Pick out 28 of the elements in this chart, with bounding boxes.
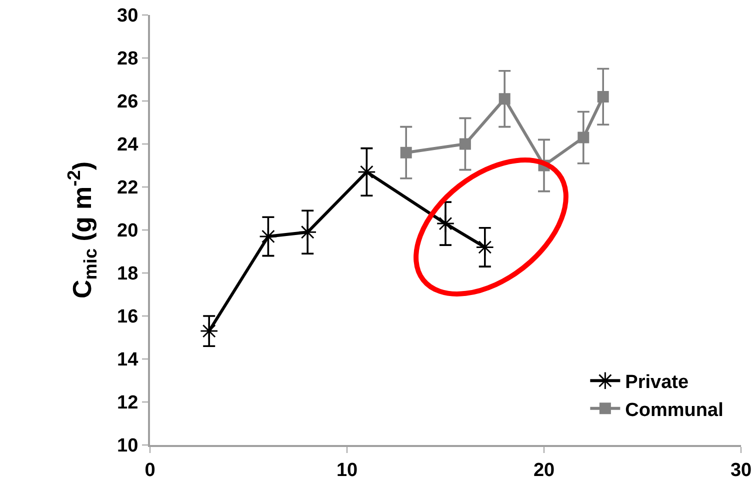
point xyxy=(200,322,218,340)
point xyxy=(498,93,510,105)
y-tick-label: 16 xyxy=(117,306,138,328)
y-tick-label: 22 xyxy=(117,178,138,199)
y-tick-label: 24 xyxy=(117,134,139,156)
legend-label: Communal xyxy=(625,400,724,421)
x-tick-label: 0 xyxy=(144,460,156,481)
x-tick-label: 30 xyxy=(730,460,752,481)
y-tick-label: 20 xyxy=(117,220,138,242)
y-tick-label: 26 xyxy=(117,92,138,113)
y-tick-label: 30 xyxy=(117,6,138,27)
x-tick-label: 20 xyxy=(533,460,555,481)
point xyxy=(298,223,317,242)
point xyxy=(400,146,412,158)
point xyxy=(459,138,471,150)
point xyxy=(476,238,494,256)
point xyxy=(597,90,609,102)
y-tick-label: 12 xyxy=(117,392,138,414)
point xyxy=(259,227,278,246)
legend-label: Private xyxy=(625,372,689,394)
x-tick-label: 10 xyxy=(336,460,358,481)
y-tick-label: 14 xyxy=(117,350,139,371)
point xyxy=(436,214,455,233)
y-tick-label: 28 xyxy=(117,48,138,70)
y-tick-label: 18 xyxy=(117,264,138,285)
y-tick-label: 10 xyxy=(117,436,138,457)
point xyxy=(358,162,376,182)
point xyxy=(578,132,590,144)
